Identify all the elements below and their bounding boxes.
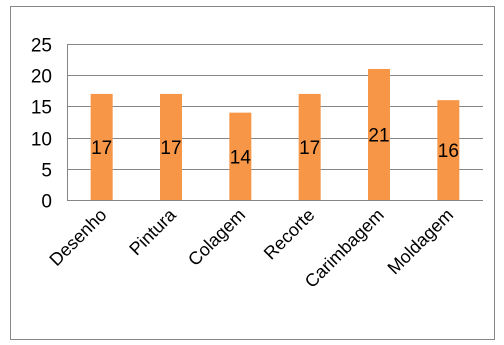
data-label-recorte: 17 xyxy=(299,138,320,159)
axes xyxy=(67,44,483,201)
data-labels: 17 17 14 17 21 16 xyxy=(91,125,459,168)
y-tick-label-2: 10 xyxy=(31,130,52,151)
data-label-desenho: 17 xyxy=(91,138,112,159)
data-label-pintura: 17 xyxy=(160,138,181,159)
bar-colagem xyxy=(229,112,252,200)
bar-pintura xyxy=(160,93,182,200)
y-tick-label-1: 5 xyxy=(41,161,52,182)
bar-recorte xyxy=(298,93,321,200)
data-label-colagem: 14 xyxy=(230,147,252,168)
data-label-moldagem: 16 xyxy=(438,141,459,162)
bars xyxy=(90,68,460,201)
bar-carimbagem xyxy=(368,68,390,201)
y-tick-label-0: 0 xyxy=(41,192,52,213)
bar-moldagem xyxy=(437,100,460,200)
chart-border xyxy=(10,6,495,340)
y-tick-label-4: 20 xyxy=(31,67,52,88)
y-axis-tick-labels: 0 5 10 15 20 25 xyxy=(31,36,52,213)
gridlines xyxy=(67,44,483,170)
y-tick-label-5: 25 xyxy=(31,36,52,57)
data-label-carimbagem: 21 xyxy=(368,125,389,146)
bar-desenho xyxy=(90,93,113,200)
y-tick-label-3: 15 xyxy=(31,98,52,119)
